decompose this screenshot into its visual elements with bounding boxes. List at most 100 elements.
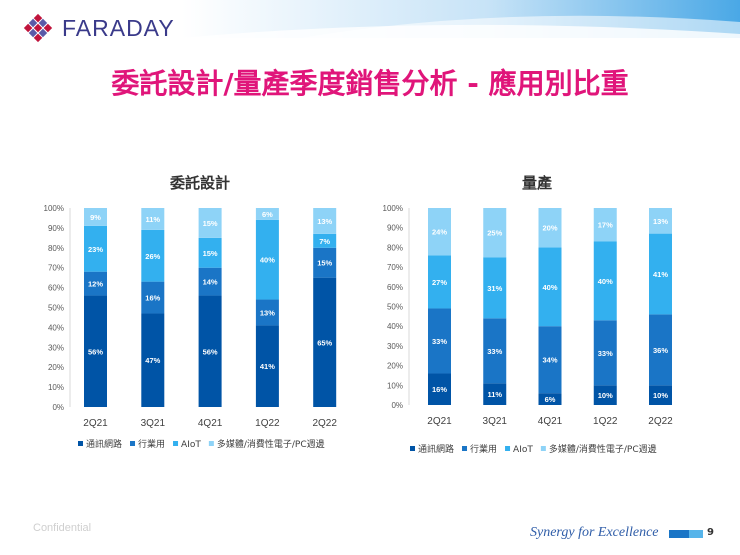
design-bar-segment <box>255 219 279 300</box>
design-category-label: 2Q22 <box>312 418 337 429</box>
design-y-tick-label: 90% <box>48 224 64 233</box>
design-data-label: 7% <box>319 237 330 246</box>
design-category-label: 3Q21 <box>141 418 166 429</box>
design-y-tick-label: 0% <box>52 403 64 412</box>
production-data-label: 16% <box>432 385 447 394</box>
production-data-label: 17% <box>598 221 613 230</box>
design-y-tick-label: 30% <box>48 343 64 352</box>
production-y-tick-label: 100% <box>383 204 403 213</box>
production-data-label: 33% <box>598 349 613 358</box>
design-bar-segment <box>313 247 337 278</box>
design-data-label: 41% <box>260 362 275 371</box>
production-bar-segment <box>483 257 507 319</box>
production-data-label: 25% <box>487 229 502 238</box>
production-legend-swatch <box>540 446 546 451</box>
production-bar-segment <box>593 385 617 405</box>
production-data-label: 33% <box>487 347 502 356</box>
design-bar-segment <box>84 225 107 272</box>
design-y-tick-label: 80% <box>48 244 64 253</box>
design-data-label: 13% <box>260 308 275 317</box>
design-category-label: 1Q22 <box>255 418 280 429</box>
design-data-label: 40% <box>260 256 275 265</box>
design-data-label: 15% <box>317 259 332 268</box>
production-bar-segment <box>649 208 672 234</box>
design-data-label: 14% <box>203 278 218 287</box>
production-category-label: 2Q22 <box>648 416 673 427</box>
production-data-label: 20% <box>542 224 557 233</box>
tagline: Synergy for Excellence <box>530 525 659 540</box>
design-bar-segment <box>255 325 279 407</box>
production-data-label: 36% <box>653 346 668 355</box>
design-data-label: 11% <box>145 215 160 224</box>
production-data-label: 6% <box>545 395 556 404</box>
design-bar-segment <box>141 229 165 282</box>
production-legend-label: 行業用 <box>470 443 497 455</box>
production-y-tick-label: 10% <box>387 381 403 390</box>
production-data-label: 27% <box>432 278 447 287</box>
design-bar-segment <box>141 313 165 407</box>
design-y-tick-label: 10% <box>48 383 64 392</box>
production-data-label: 11% <box>487 390 502 399</box>
design-bar-segment <box>198 295 222 407</box>
production-data-label: 34% <box>542 356 557 365</box>
production-category-label: 4Q21 <box>538 416 563 427</box>
production-data-label: 41% <box>653 270 668 279</box>
chart-title-production: 量產 <box>522 174 553 192</box>
production-bar-segment <box>428 208 451 256</box>
production-data-label: 10% <box>598 391 613 400</box>
production-data-label: 13% <box>653 217 668 226</box>
production-y-tick-label: 0% <box>391 401 403 410</box>
brand-logo: FARADAY <box>22 12 175 44</box>
production-y-tick-label: 30% <box>387 342 403 351</box>
production-bar-segment <box>649 233 672 315</box>
design-y-tick-label: 40% <box>48 323 64 332</box>
production-bar-segment <box>428 373 451 405</box>
design-data-label: 26% <box>145 252 160 261</box>
design-bar-segment <box>84 295 107 407</box>
design-bar-segment <box>141 208 165 230</box>
design-data-label: 47% <box>145 356 160 365</box>
design-legend-label: 多媒體/消費性電子/PC週邊 <box>217 438 325 450</box>
production-bar-segment <box>428 308 451 374</box>
design-category-label: 4Q21 <box>198 418 223 429</box>
production-legend-label: AIoT <box>513 445 533 455</box>
design-y-tick-label: 100% <box>44 204 64 213</box>
page-number: 9 <box>707 527 714 538</box>
design-legend-swatch <box>78 441 83 446</box>
production-y-tick-label: 50% <box>387 303 403 312</box>
production-legend-swatch <box>505 446 511 451</box>
production-bar-segment <box>538 208 562 248</box>
design-bar-segment <box>198 267 222 296</box>
production-data-label: 40% <box>542 283 557 292</box>
production-y-tick-label: 80% <box>387 243 403 252</box>
production-bar-segment <box>538 393 562 405</box>
design-data-label: 9% <box>90 213 101 222</box>
production-category-label: 3Q21 <box>483 416 508 427</box>
design-data-label: 13% <box>317 217 332 226</box>
production-bar-segment <box>593 241 617 321</box>
slide-title: 委託設計/量產季度銷售分析 - 應用別比重 <box>111 67 629 100</box>
design-bar-segment <box>255 208 279 220</box>
design-legend-label: 行業用 <box>138 438 165 450</box>
production-data-label: 10% <box>653 391 668 400</box>
production-y-tick-label: 60% <box>387 283 403 292</box>
production-legend-label: 多媒體/消費性電子/PC週邊 <box>549 443 657 455</box>
production-bar-segment <box>593 320 617 386</box>
production-bar-segment <box>538 326 562 394</box>
design-data-label: 56% <box>88 347 103 356</box>
design-legend-swatch <box>208 441 214 446</box>
design-bar-segment <box>313 208 337 234</box>
production-legend-swatch <box>410 446 415 451</box>
design-data-label: 12% <box>88 280 103 289</box>
design-data-label: 16% <box>145 294 160 303</box>
design-bar-segment <box>198 237 222 268</box>
design-data-label: 15% <box>203 219 218 228</box>
production-y-tick-label: 90% <box>387 224 403 233</box>
production-y-tick-label: 20% <box>387 362 403 371</box>
production-bar-segment <box>538 247 562 327</box>
design-data-label: 56% <box>203 347 218 356</box>
production-bar-segment <box>593 208 617 242</box>
production-data-label: 31% <box>487 284 502 293</box>
production-bar-segment <box>483 383 507 405</box>
